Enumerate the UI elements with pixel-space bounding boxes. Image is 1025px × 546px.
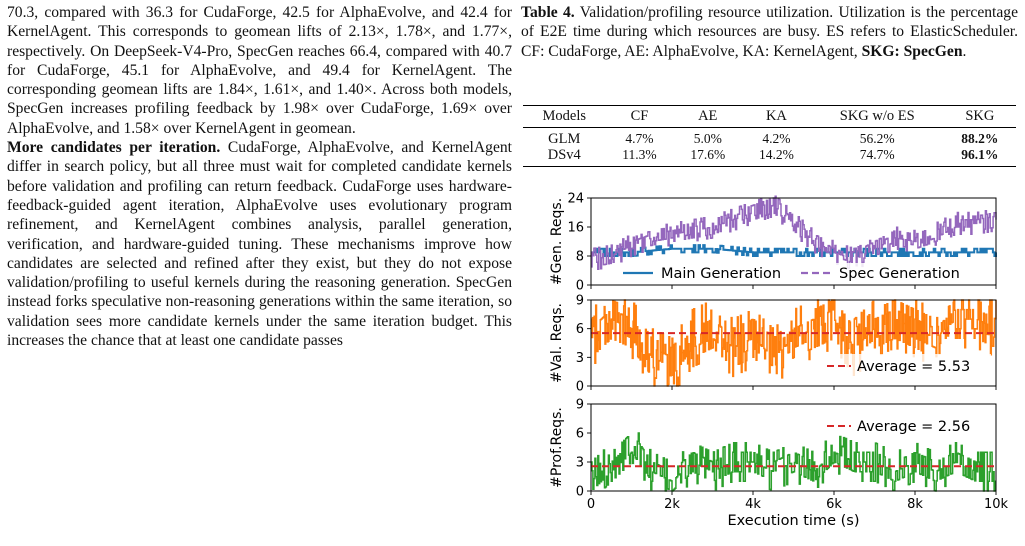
- cell-value: 17.6%: [673, 147, 743, 167]
- cell-value-best: 88.2%: [961, 131, 999, 146]
- cell-value: 4.2%: [762, 131, 791, 146]
- header-models: Models: [523, 105, 606, 128]
- table-row: GLM 4.7% 5.0% 4.2% 56.2% 88.2%: [523, 128, 1016, 148]
- y-tick-label: 6: [576, 322, 584, 337]
- x-tick-label: 4k: [745, 497, 761, 512]
- caption-text: Validation/profiling resource utilizatio…: [521, 4, 1019, 60]
- average-legend-label: Average = 5.53: [857, 359, 970, 375]
- y-tick-label: 0: [576, 485, 584, 500]
- caption-label: Table 4.: [521, 4, 575, 21]
- series-line-profiling: [591, 432, 996, 492]
- average-legend-label: Average = 2.56: [857, 419, 970, 435]
- x-tick-label: 8k: [907, 497, 923, 512]
- x-tick-label: 2k: [664, 497, 680, 512]
- utilization-table: Models CF AE KA SKG w/o ES SKG GLM 4.7% …: [523, 105, 1016, 167]
- plot-frame: [590, 403, 997, 492]
- cell-value: 4.7%: [625, 131, 654, 146]
- subplot-1: 0 8 16 24#Gen. Reqs. Main Generation Spec Gen…: [549, 192, 997, 294]
- series-line-main-generation: [591, 244, 997, 257]
- average-legend-box: [821, 414, 991, 436]
- caption-bold-tail: SKG: SpecGen: [861, 42, 963, 60]
- x-tick-label: 10k: [984, 497, 1009, 512]
- y-tick-label: 3: [576, 456, 584, 471]
- series-line-spec-generation: [591, 195, 997, 271]
- series-line-validation: [591, 299, 997, 387]
- cell-value: 14.2%: [742, 147, 811, 167]
- x-tick-label: 0: [587, 497, 595, 512]
- header-skg: SKG: [943, 105, 1016, 128]
- header-ae: AE: [673, 105, 743, 128]
- y-axis-label: #Gen. Reqs.: [549, 198, 565, 285]
- y-tick-label: 9: [576, 398, 584, 413]
- paragraph-body: CudaForge, AlphaEvolve, and KernelAgent …: [7, 139, 512, 350]
- y-tick-label: 3: [576, 351, 584, 366]
- caption-end: .: [962, 42, 967, 60]
- table-header-row: Models CF AE KA SKG w/o ES SKG: [523, 105, 1016, 128]
- paragraph-results: 70.3, compared with 36.3 for CudaForge, …: [7, 4, 512, 137]
- table-caption: Table 4. Validation/profiling resource u…: [521, 3, 1018, 61]
- y-tick-label: 24: [567, 192, 584, 207]
- x-tick-label: 6k: [826, 497, 842, 512]
- average-legend-box: [821, 354, 991, 376]
- y-tick-label: 0: [576, 380, 584, 395]
- legend-label-spec-generation: Spec Generation: [839, 266, 960, 282]
- utilization-timeseries-figure: 0 8 16 24#Gen. Reqs. Main Generation Spec Gen…: [549, 192, 1009, 530]
- cell-value-best: 96.1%: [943, 147, 1016, 167]
- y-tick-label: 8: [576, 250, 584, 265]
- header-cf: CF: [605, 105, 674, 128]
- y-tick-label: 9: [576, 294, 584, 309]
- table-row: DSv4 11.3% 17.6% 14.2% 74.7% 96.1%: [523, 147, 1016, 167]
- header-skg-wo-es: SKG w/o ES: [810, 105, 944, 128]
- y-axis-label: #Val. Reqs.: [549, 303, 565, 383]
- plot-frame: [590, 197, 997, 286]
- cell-model: DSv4: [523, 147, 606, 167]
- y-tick-label: 16: [567, 221, 584, 236]
- header-ka: KA: [742, 105, 811, 128]
- y-tick-label: 6: [576, 427, 584, 442]
- legend-label-main-generation: Main Generation: [661, 266, 781, 282]
- cell-value: 56.2%: [859, 131, 895, 146]
- cell-value: 5.0%: [693, 131, 722, 146]
- paragraph-candidates: More candidates per iteration. CudaForge…: [7, 138, 512, 350]
- y-tick-label: 0: [576, 279, 584, 294]
- plot-frame: [590, 299, 997, 387]
- x-axis-label: Execution time (s): [727, 513, 859, 529]
- left-column: 70.3, compared with 36.3 for CudaForge, …: [7, 3, 512, 350]
- cell-value: 11.3%: [605, 147, 674, 167]
- paragraph-heading: More candidates per iteration.: [7, 139, 221, 157]
- cell-model: GLM: [548, 131, 581, 147]
- cell-value: 74.7%: [810, 147, 944, 167]
- y-axis-label: #Prof.Reqs.: [549, 407, 565, 488]
- subplot-3: 0 3 6 9 #Prof.Reqs. Average = 2.56 0 2k 4k 6k 8k 10…: [549, 398, 1009, 530]
- subplot-2: 0 3 6 9 #Val. Reqs. Average = 5.53: [549, 294, 997, 395]
